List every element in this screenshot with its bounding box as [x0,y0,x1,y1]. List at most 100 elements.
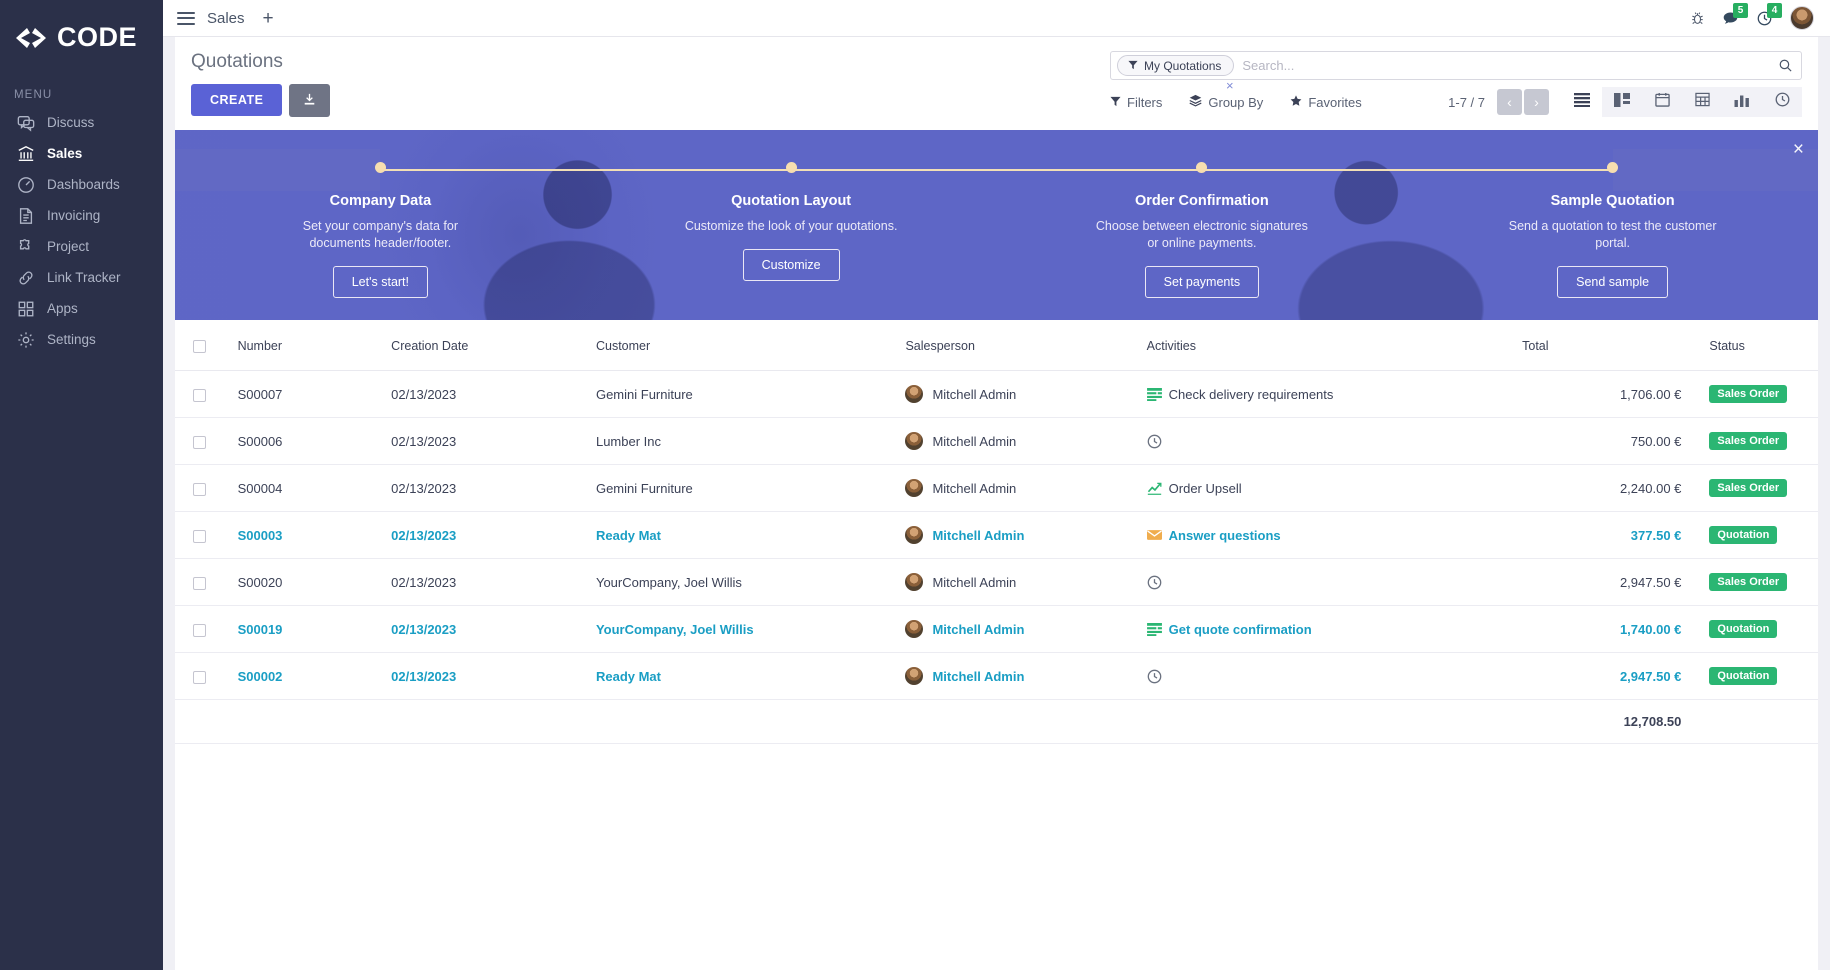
kanban-icon [1614,92,1630,112]
table-row[interactable]: S00020 02/13/2023 YourCompany, Joel Willis… [175,558,1818,607]
cell-activities[interactable] [1146,652,1523,701]
onboarding-step-sample-quotation: Sample Quotation Send a quotation to tes… [1407,130,1818,320]
cell-number[interactable]: S00003 [237,511,392,560]
cell-salesperson: Mitchell Admin [905,605,1147,654]
sidebar-item-label: Dashboards [47,177,120,192]
cell-number[interactable]: S00019 [237,605,392,654]
hamburger-icon[interactable] [177,11,195,25]
sidebar-item-settings[interactable]: Settings [0,324,163,355]
chat-icon[interactable]: 5 [1722,2,1748,27]
sidebar-item-dashboards[interactable]: Dashboards [0,169,163,200]
customize-button[interactable]: Customize [742,249,840,281]
close-icon[interactable]: × [1792,139,1804,160]
cell-total: 377.50 € [1522,511,1682,560]
row-select-cell [175,370,238,419]
brand-name: CODE [57,22,138,52]
search-input[interactable] [1234,58,1778,73]
clock-grey-icon[interactable] [1147,434,1162,449]
sidebar-item-sales[interactable]: Sales [0,138,163,169]
cell-number[interactable]: S00006 [237,417,392,466]
sidebar-item-link-tracker[interactable]: Link Tracker [0,262,163,293]
set-payments-button[interactable]: Set payments [1144,266,1260,298]
favorites-dropdown[interactable]: Favorites [1290,95,1362,110]
row-checkbox[interactable] [193,670,206,684]
activity-view-button[interactable] [1762,87,1802,117]
table-footer-row: 12,708.50 [175,699,1818,745]
select-all-checkbox[interactable] [193,340,206,354]
search-box[interactable]: My Quotations [1110,51,1802,80]
pivot-view-button[interactable] [1682,87,1722,117]
row-checkbox[interactable] [193,623,206,637]
row-checkbox[interactable] [193,388,206,402]
upload-button[interactable] [289,84,331,117]
cell-number[interactable]: S00020 [237,558,392,607]
pager-previous-button[interactable]: ‹ [1497,89,1522,115]
status-badge: Sales Order [1709,479,1788,498]
upload-icon [302,92,317,110]
row-checkbox[interactable] [193,529,206,543]
row-checkbox[interactable] [193,435,206,449]
cell-activities[interactable]: Answer questions [1146,511,1523,560]
avatar[interactable] [1790,6,1814,30]
cell-activities[interactable]: Check delivery requirements [1146,370,1523,419]
lets-start-button[interactable]: Let's start! [332,266,429,298]
kanban-view-button[interactable] [1602,87,1642,117]
row-select-cell [175,558,238,607]
filter-icon [1110,95,1121,110]
send-sample-button[interactable]: Send sample [1557,266,1669,298]
row-checkbox[interactable] [193,576,206,590]
cell-activities[interactable]: Get quote confirmation [1146,605,1523,654]
graph-view-button[interactable] [1722,87,1762,117]
column-header-total[interactable]: Total [1522,320,1682,372]
column-header-number[interactable]: Number [237,320,392,372]
table-row[interactable]: S00007 02/13/2023 Gemini Furniture Mitchell… [175,370,1818,419]
pager-next-button[interactable]: › [1524,89,1549,115]
column-header-status[interactable]: Status [1681,320,1818,372]
facet-remove-icon[interactable]: × [1226,78,1234,93]
search-facet-my-quotations[interactable]: My Quotations [1117,55,1235,76]
table-body: S00007 02/13/2023 Gemini Furniture Mitchell… [175,370,1818,701]
salesperson-avatar [905,526,924,545]
quotations-table: Number Creation Date Customer Salesperso… [175,320,1818,745]
table-row[interactable]: S00019 02/13/2023 YourCompany, Joel Willis… [175,605,1818,654]
cell-number[interactable]: S00004 [237,464,392,513]
sidebar-item-project[interactable]: Project [0,231,163,262]
sidebar-item-discuss[interactable]: Discuss [0,107,163,138]
status-badge: Quotation [1709,526,1778,545]
trend-green-icon [1147,481,1162,496]
cell-activities[interactable]: Order Upsell [1146,464,1523,513]
table-row[interactable]: S00003 02/13/2023 Ready Mat Mitchell Admin A… [175,511,1818,560]
search-icon[interactable] [1778,58,1795,73]
clock-grey-icon[interactable] [1147,575,1162,590]
cell-activities[interactable] [1146,417,1523,466]
new-record-plus-icon[interactable]: + [262,7,274,29]
column-header-customer[interactable]: Customer [595,320,906,372]
cell-creation-date: 02/13/2023 [391,464,596,513]
bug-icon[interactable] [1690,11,1705,26]
table-row[interactable]: S00006 02/13/2023 Lumber Inc Mitchell Admin… [175,417,1818,466]
sidebar-item-apps[interactable]: Apps [0,293,163,324]
calendar-view-button[interactable] [1642,87,1682,117]
column-header-activities[interactable]: Activities [1146,320,1523,372]
sidebar-item-invoicing[interactable]: Invoicing [0,200,163,231]
table-row[interactable]: S00004 02/13/2023 Gemini Furniture Mitchell… [175,464,1818,513]
cell-total: 2,947.50 € [1522,558,1682,607]
column-header-salesperson[interactable]: Salesperson [905,320,1147,372]
column-header-creation-date[interactable]: Creation Date [391,320,596,372]
create-button[interactable]: CREATE [191,84,283,116]
cell-status: Quotation [1681,605,1818,654]
status-badge: Sales Order [1709,573,1788,592]
cell-number[interactable]: S00002 [237,652,392,701]
clock-grey-icon[interactable] [1147,669,1162,684]
sidebar: CODE MENU Discuss Sales [0,0,163,970]
row-checkbox[interactable] [193,482,206,496]
brand-logo[interactable]: CODE [0,0,163,53]
project-icon [16,237,36,257]
cell-activities[interactable] [1146,558,1523,607]
groupby-dropdown[interactable]: Group By [1189,94,1263,110]
table-row[interactable]: S00002 02/13/2023 Ready Mat Mitchell Admin 2… [175,652,1818,701]
clock-icon[interactable]: 4 [1756,2,1782,27]
cell-number[interactable]: S00007 [237,370,392,419]
filters-dropdown[interactable]: Filters [1110,95,1162,110]
list-view-button[interactable] [1562,87,1602,117]
